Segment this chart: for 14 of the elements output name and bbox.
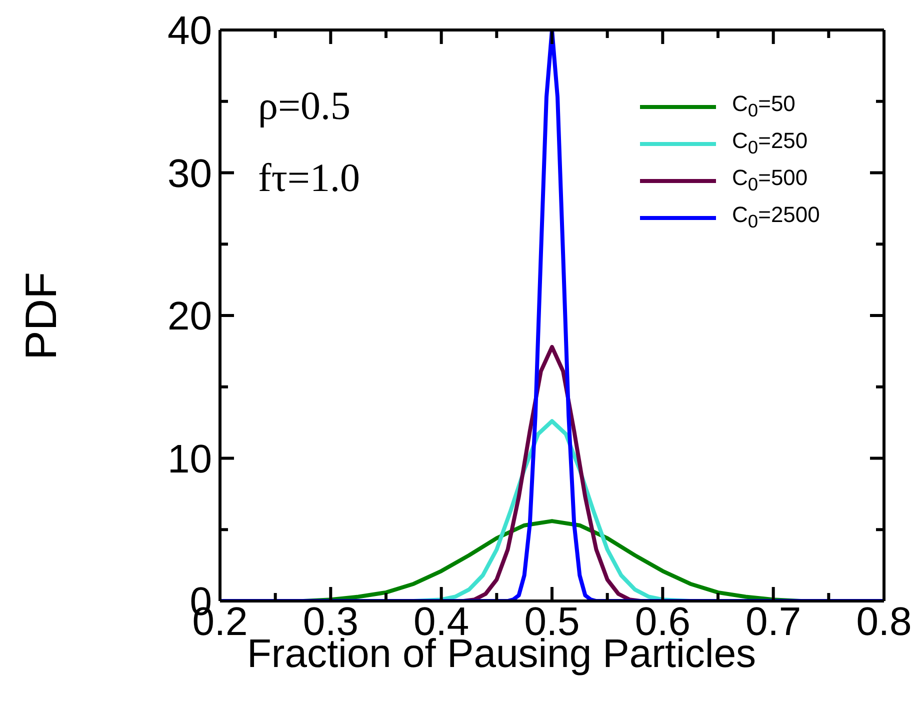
y-axis-title: PDF xyxy=(17,272,67,360)
x-tick-label: 0.7 xyxy=(746,600,802,644)
x-tick-label: 0.8 xyxy=(856,600,912,644)
annotation: fτ=1.0 xyxy=(258,154,360,201)
annotation: ρ=0.5 xyxy=(258,82,351,129)
y-tick-label: 40 xyxy=(168,9,212,53)
y-tick-label: 30 xyxy=(168,152,212,196)
y-tick-label: 10 xyxy=(168,437,212,482)
line-series xyxy=(220,30,884,601)
legend-label: C$_{0}$=50 xyxy=(732,91,796,122)
legend-label: C$_{0}$=500 xyxy=(732,165,808,196)
legend-label: C$_{0}$=2500 xyxy=(732,202,820,233)
legend-label: C$_{0}$=250 xyxy=(732,128,808,159)
y-tick-label: 20 xyxy=(168,294,212,338)
